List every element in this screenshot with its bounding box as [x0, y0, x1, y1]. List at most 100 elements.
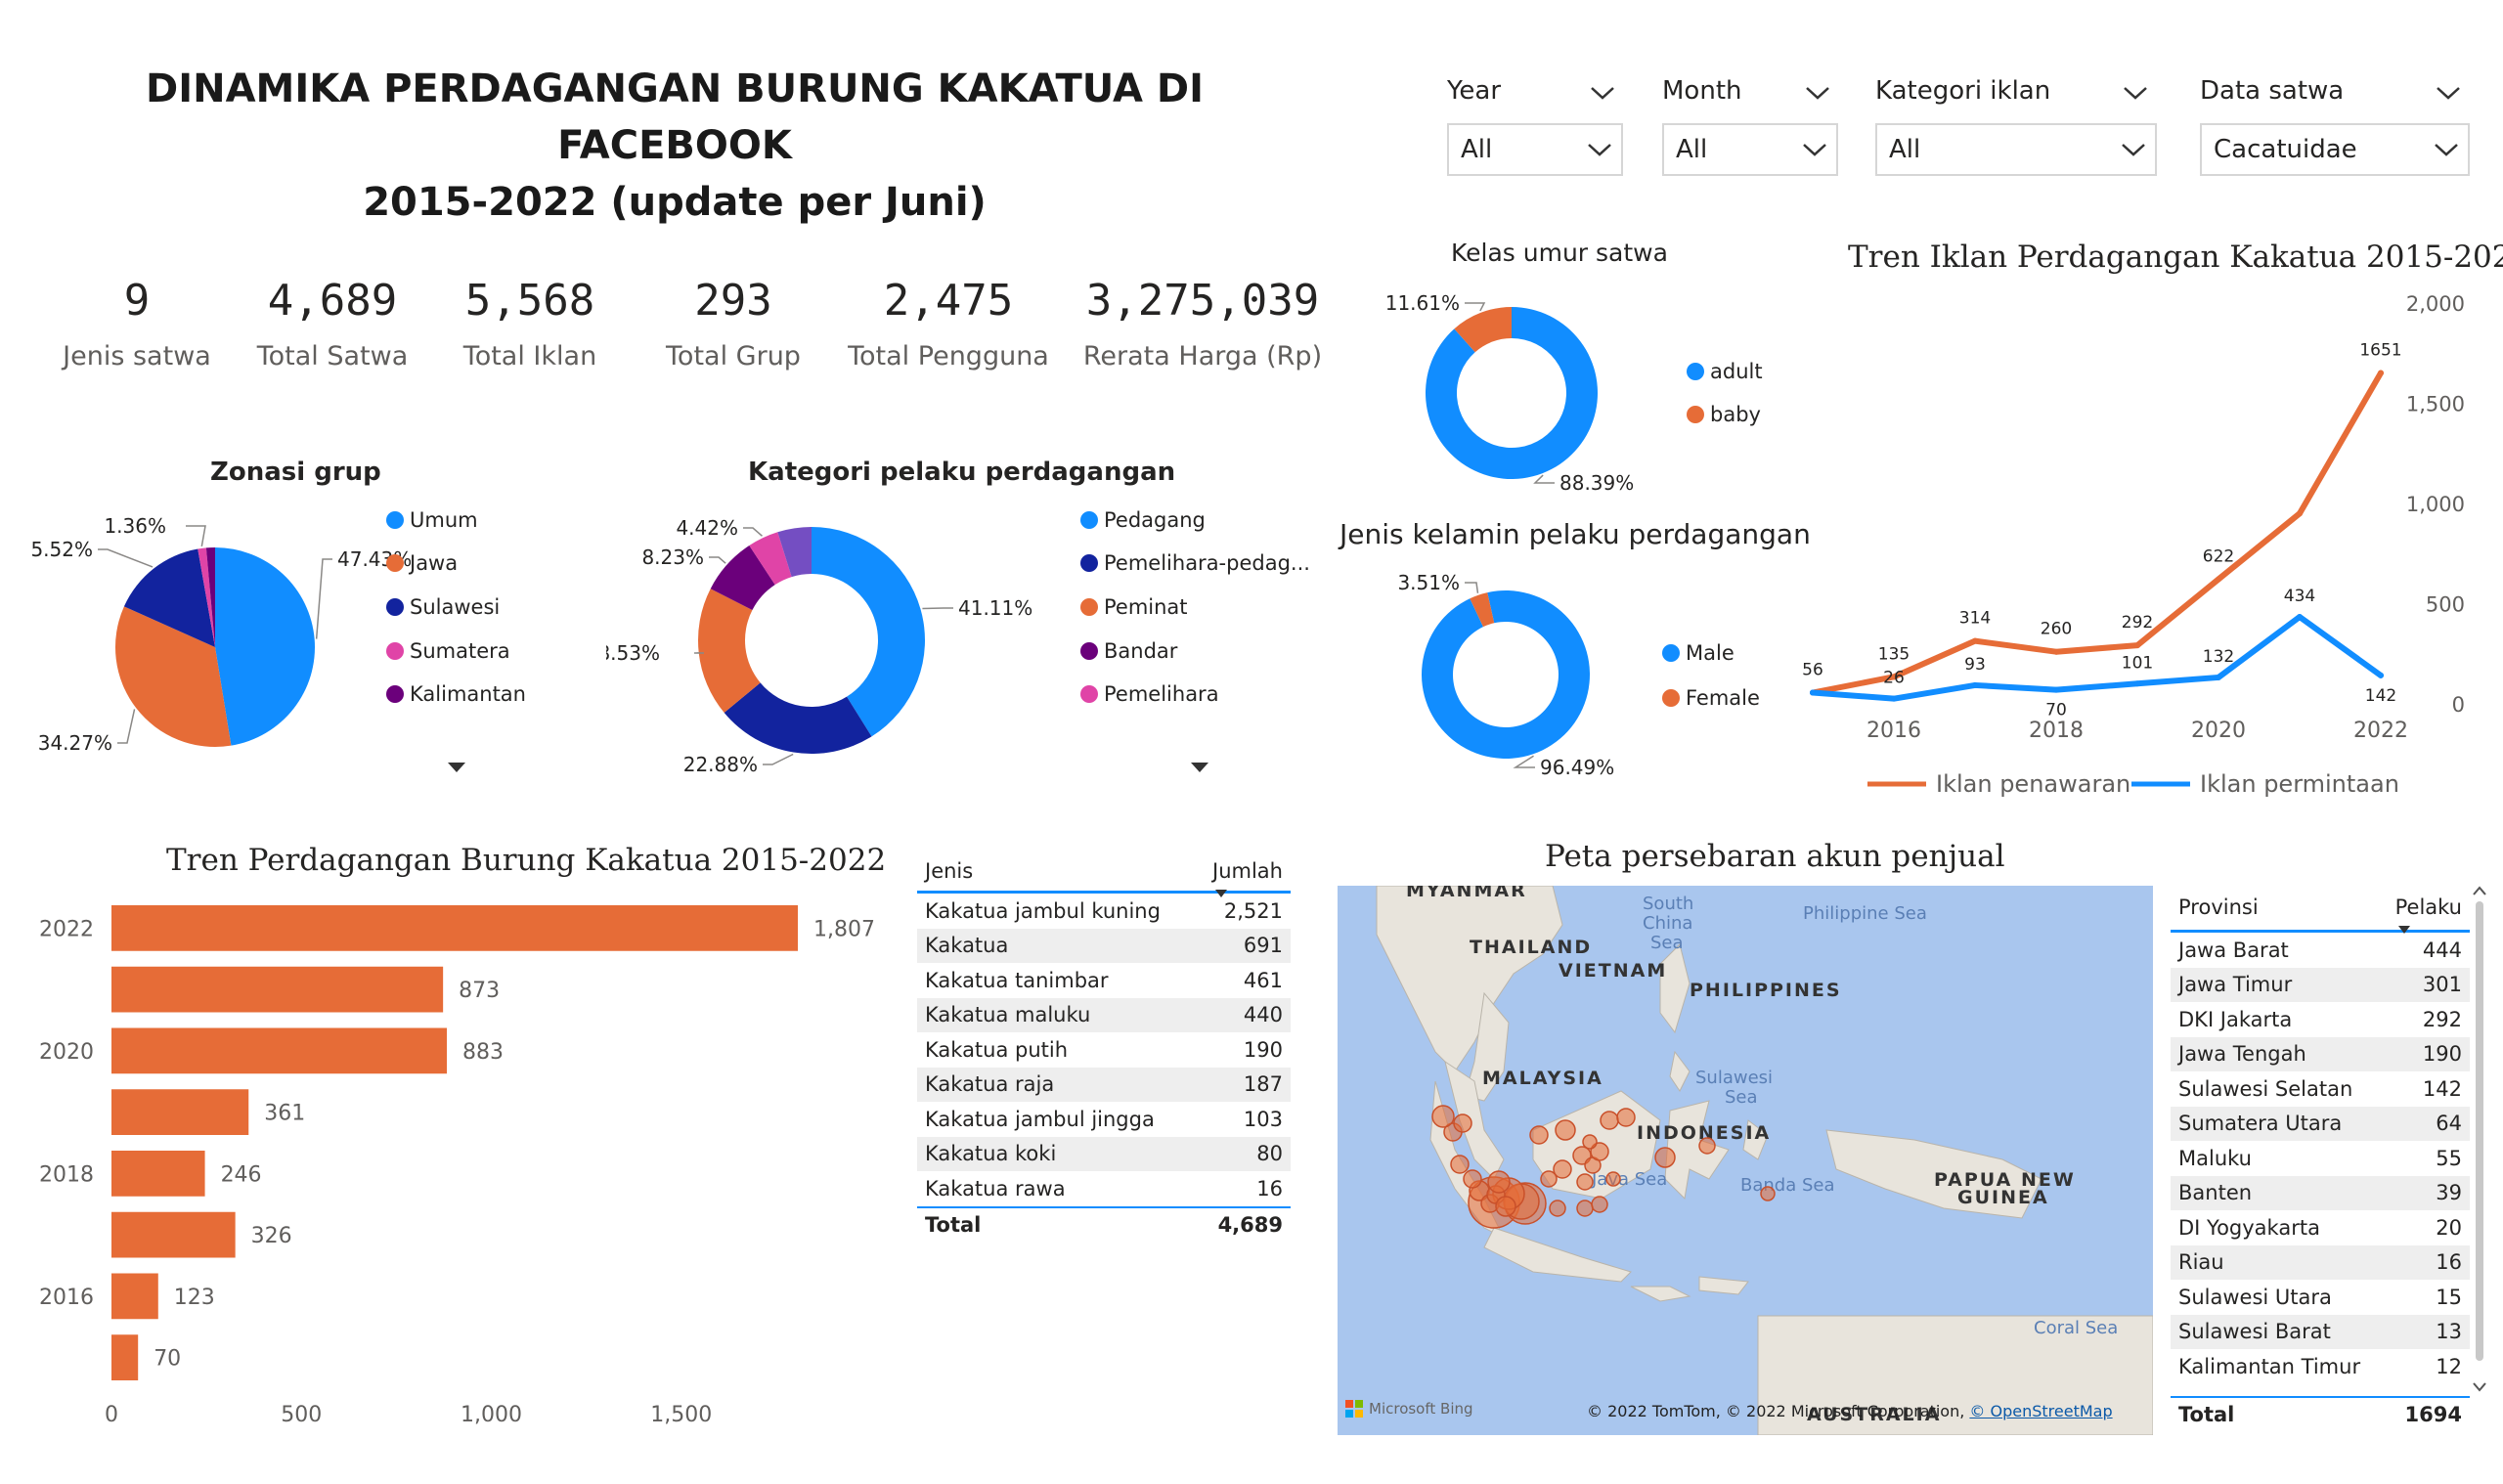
tren-perdagangan-bar-chart[interactable]: 1,807 2022 873 883 2020 361 246 2018 326 123 2016 7…	[29, 892, 909, 1424]
data-point[interactable]	[2297, 510, 2303, 517]
data-point[interactable]	[2297, 614, 2303, 621]
table-row[interactable]: Kakatua tanimbar 461	[917, 963, 1291, 998]
bar-2020[interactable]	[111, 1027, 448, 1074]
legend-item-female[interactable]: Female	[1662, 686, 1760, 710]
data-point[interactable]	[2134, 680, 2140, 687]
slicer-month[interactable]: Month All	[1662, 76, 1838, 178]
header-provinsi[interactable]: Provinsi	[2178, 895, 2259, 919]
data-point[interactable]	[1972, 637, 1978, 644]
data-point[interactable]	[2053, 686, 2059, 693]
data-point[interactable]	[1891, 695, 1897, 702]
slicer-kategori-iklan[interactable]: Kategori iklan All	[1875, 76, 2157, 178]
seller-map[interactable]: MYANMAR THAILAND VIETNAM PHILIPPINES MAL…	[1338, 886, 2153, 1435]
slice-adult[interactable]	[1426, 307, 1598, 479]
legend-item-bandar[interactable]: Bandar	[1080, 639, 1177, 663]
data-point[interactable]	[1891, 674, 1897, 680]
table-row[interactable]: Kakatua raja 187	[917, 1067, 1291, 1102]
zonasi-pie-chart[interactable]: 47.43%34.27%15.52%1.36%	[29, 508, 411, 772]
data-point[interactable]	[2216, 576, 2221, 583]
legend-item-baby[interactable]: baby	[1687, 403, 1761, 426]
data-point[interactable]	[2053, 648, 2059, 655]
slicer-month-dropdown[interactable]: All	[1662, 123, 1838, 176]
legend-scroll-down-icon[interactable]	[1189, 761, 1210, 774]
table-row[interactable]: Kakatua 691	[917, 928, 1291, 963]
header-jumlah[interactable]: Jumlah	[1212, 859, 1283, 897]
legend-item-jawa[interactable]: Jawa	[386, 551, 458, 575]
data-point[interactable]	[1972, 681, 1978, 688]
table-row[interactable]: DKI Jakarta 292	[2171, 1002, 2470, 1037]
legend-item-sumatera[interactable]: Sumatera	[386, 639, 510, 663]
table-row[interactable]: Jawa Barat 444	[2171, 933, 2470, 968]
slice-umum[interactable]	[215, 547, 315, 746]
data-point[interactable]	[2216, 674, 2221, 680]
legend-item-kalimantan[interactable]: Kalimantan	[386, 682, 526, 706]
bar-2021[interactable]	[111, 966, 444, 1013]
data-point[interactable]	[1810, 689, 1816, 696]
legend-item-adult[interactable]: adult	[1687, 360, 1763, 383]
pelaku-donut-chart[interactable]: 41.11% 22.88% 18.53% 8.23% 4.42%	[606, 508, 1056, 772]
scroll-up-icon[interactable]	[2472, 884, 2487, 897]
legend-item-pedagang[interactable]: Pedagang	[1080, 508, 1206, 532]
bar-2018[interactable]	[111, 1151, 205, 1197]
slice-pedagang[interactable]	[812, 527, 926, 737]
slice-pemelihara-pedag[interactable]	[724, 682, 872, 754]
legend-item-sulawesi[interactable]: Sulawesi	[386, 595, 500, 619]
table-row[interactable]: Sumatera Utara 64	[2171, 1106, 2470, 1141]
chevron-down-icon[interactable]	[2122, 82, 2149, 104]
bar-2022[interactable]	[111, 905, 798, 951]
legend-item-umum[interactable]: Umum	[386, 508, 478, 532]
slice-male[interactable]	[1422, 590, 1590, 759]
table-row[interactable]: Sulawesi Selatan 142	[2171, 1071, 2470, 1107]
table-row[interactable]: Banten 39	[2171, 1175, 2470, 1210]
bar-2016[interactable]	[111, 1273, 158, 1320]
table-row[interactable]: Kakatua jambul jingga 103	[917, 1102, 1291, 1137]
chevron-down-icon[interactable]	[2435, 82, 2462, 104]
header-jenis[interactable]: Jenis	[925, 858, 974, 883]
data-point[interactable]	[2378, 370, 2384, 376]
slice-pemelihara[interactable]	[749, 532, 792, 586]
legend-item-pemelihara[interactable]: Pemelihara	[1080, 682, 1219, 706]
legend-label[interactable]: Iklan penawaran	[1936, 770, 2130, 798]
bar-2019[interactable]	[111, 1089, 249, 1135]
table-row[interactable]: DI Yogyakarta 20	[2171, 1210, 2470, 1245]
chevron-down-icon[interactable]	[1589, 82, 1616, 104]
table-row[interactable]: Kakatua putih 190	[917, 1032, 1291, 1068]
slice-other-5[interactable]	[777, 527, 812, 578]
slicer-data-satwa-dropdown[interactable]: Cacatuidae	[2200, 123, 2470, 176]
provinsi-scrollbar[interactable]	[2472, 884, 2487, 1402]
table-row[interactable]: Kakatua koki 80	[917, 1136, 1291, 1171]
data-point[interactable]	[2134, 642, 2140, 649]
bar-2017[interactable]	[111, 1211, 236, 1258]
slice-baby[interactable]	[1454, 307, 1512, 353]
slice-kalimantan[interactable]	[205, 547, 215, 647]
table-row[interactable]: Jawa Tengah 190	[2171, 1036, 2470, 1071]
slice-peminat[interactable]	[698, 589, 761, 713]
legend-item-male[interactable]: Male	[1662, 641, 1735, 665]
table-row[interactable]: Kalimantan Timur 12	[2171, 1349, 2470, 1384]
slice-female[interactable]	[1470, 592, 1495, 628]
table-row[interactable]: Sulawesi Utara 15	[2171, 1280, 2470, 1315]
series-line-iklan-penawaran[interactable]	[1810, 370, 2384, 696]
slicer-kategori-dropdown[interactable]: All	[1875, 123, 2157, 176]
chevron-down-icon[interactable]	[1804, 82, 1831, 104]
data-point[interactable]	[2378, 672, 2384, 678]
slicer-year[interactable]: Year All	[1447, 76, 1623, 178]
slice-sumatera[interactable]	[198, 547, 215, 647]
scrollbar-thumb[interactable]	[2476, 901, 2483, 1361]
legend-scroll-down-icon[interactable]	[446, 761, 467, 774]
bar-2015[interactable]	[111, 1334, 139, 1380]
tren-iklan-line-chart[interactable]: 0 500 1,000 1,500 2,000 2016 2018 2020 2022 56 135…	[1789, 284, 2483, 802]
series-line-iklan-permintaan[interactable]	[1810, 614, 2384, 702]
slice-jawa[interactable]	[115, 606, 232, 747]
provinsi-table-scroll[interactable]: Jawa Barat 444 Jawa Timur 301 DKI Jakarta 292…	[2171, 933, 2470, 1396]
slice-sulawesi[interactable]	[123, 548, 215, 647]
slice-bandar[interactable]	[710, 546, 775, 611]
table-row[interactable]: Riau 16	[2171, 1244, 2470, 1280]
table-row[interactable]: Kakatua maluku 440	[917, 997, 1291, 1032]
legend-label[interactable]: Iklan permintaan	[2200, 770, 2399, 798]
table-row[interactable]: Kakatua jambul kuning 2,521	[917, 894, 1291, 929]
kelamin-donut-chart[interactable]: 96.49% 3.51%	[1359, 567, 1691, 792]
osm-link[interactable]: © OpenStreetMap	[1969, 1402, 2113, 1420]
table-row[interactable]: Kakatua rawa 16	[917, 1171, 1291, 1206]
slicer-data-satwa[interactable]: Data satwa Cacatuidae	[2200, 76, 2470, 178]
